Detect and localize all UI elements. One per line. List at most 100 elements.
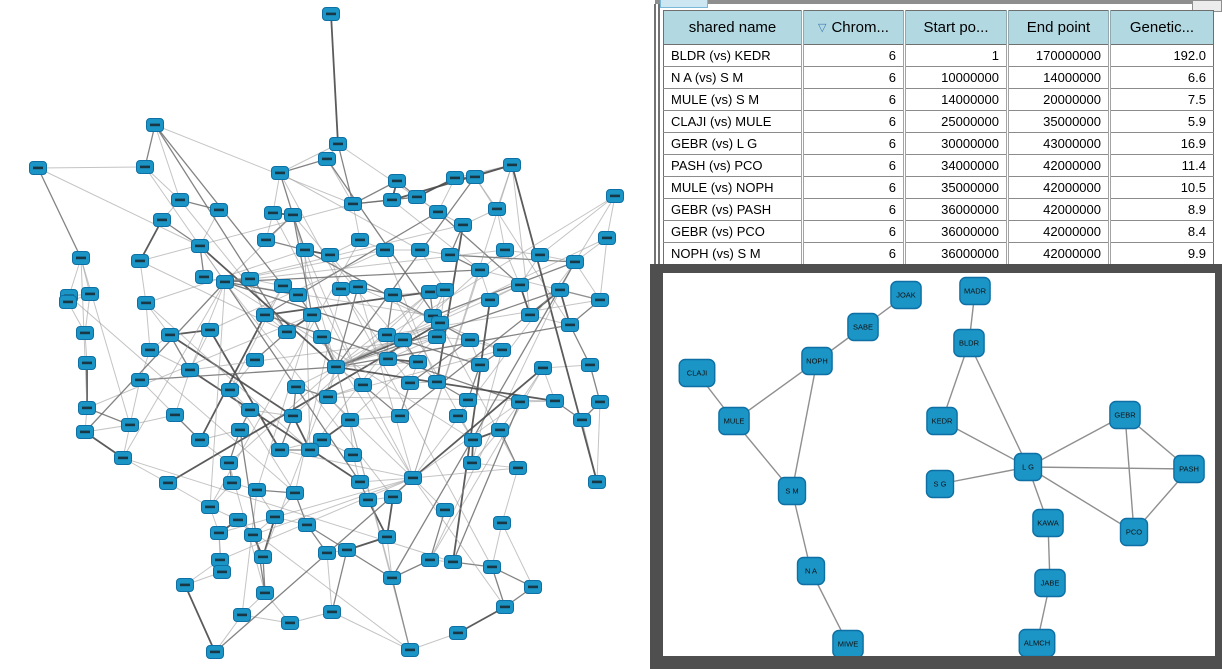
- graph-node[interactable]: [341, 413, 359, 427]
- node-shape[interactable]: [1013, 452, 1043, 482]
- cell-value[interactable]: 43000000: [1007, 132, 1111, 155]
- graph-node[interactable]: [431, 316, 449, 330]
- graph-node[interactable]: [72, 251, 90, 265]
- cell-value[interactable]: 42000000: [1007, 242, 1111, 265]
- graph-node[interactable]: [254, 550, 272, 564]
- graph-node[interactable]: [329, 137, 347, 151]
- graph-edge-lg-sg[interactable]: [939, 466, 1029, 485]
- graph-node-claji[interactable]: CLAJI: [678, 358, 716, 388]
- graph-node[interactable]: [76, 425, 94, 439]
- graph-node[interactable]: [466, 170, 484, 184]
- node-shape[interactable]: [832, 629, 864, 659]
- cell-value[interactable]: 35000000: [904, 176, 1009, 199]
- graph-node[interactable]: [322, 7, 340, 21]
- graph-node[interactable]: [401, 643, 419, 657]
- graph-node[interactable]: [78, 356, 96, 370]
- table-row[interactable]: GEBR (vs) PCO 6 36000000 42000000 8.4: [663, 220, 1214, 243]
- graph-node-bldr[interactable]: BLDR: [953, 328, 985, 358]
- graph-node[interactable]: [195, 270, 213, 284]
- graph-node[interactable]: [384, 288, 402, 302]
- cell-value[interactable]: 6: [802, 154, 906, 177]
- graph-node[interactable]: [428, 330, 446, 344]
- column-header-genetic[interactable]: Genetic...: [1109, 10, 1214, 45]
- graph-node[interactable]: [318, 152, 336, 166]
- cell-value[interactable]: 36000000: [904, 242, 1009, 265]
- graph-node[interactable]: [471, 263, 489, 277]
- graph-node[interactable]: [598, 231, 616, 245]
- graph-node[interactable]: [496, 243, 514, 257]
- node-shape[interactable]: [890, 280, 922, 310]
- graph-node[interactable]: [211, 553, 229, 567]
- graph-node[interactable]: [511, 278, 529, 292]
- node-shape[interactable]: [1173, 454, 1205, 484]
- graph-node-kedr[interactable]: KEDR: [926, 406, 958, 436]
- graph-edge-lg-pco[interactable]: [1027, 466, 1135, 533]
- graph-node[interactable]: [401, 376, 419, 390]
- cell-value[interactable]: 14000000: [1007, 66, 1111, 89]
- graph-node[interactable]: [349, 280, 367, 294]
- graph-node[interactable]: [429, 205, 447, 219]
- graph-node[interactable]: [509, 461, 527, 475]
- node-shape[interactable]: [925, 469, 955, 499]
- graph-node[interactable]: [248, 483, 266, 497]
- graph-node[interactable]: [591, 395, 609, 409]
- column-header-chrom[interactable]: ▽ Chrom...: [802, 10, 906, 45]
- graph-node[interactable]: [503, 158, 521, 172]
- graph-node[interactable]: [436, 503, 454, 517]
- graph-node[interactable]: [383, 571, 401, 585]
- cell-value[interactable]: 16.9: [1109, 132, 1214, 155]
- node-shape[interactable]: [959, 276, 991, 306]
- graph-node[interactable]: [264, 206, 282, 220]
- graph-node[interactable]: [313, 330, 331, 344]
- graph-node-jabe[interactable]: JABE: [1034, 568, 1066, 598]
- graph-node[interactable]: [521, 308, 539, 322]
- graph-node[interactable]: [298, 518, 316, 532]
- graph-node[interactable]: [176, 578, 194, 592]
- node-shape[interactable]: [718, 406, 750, 436]
- graph-node[interactable]: [327, 360, 345, 374]
- graph-node[interactable]: [136, 160, 154, 174]
- table-row[interactable]: GEBR (vs) L G 6 30000000 43000000 16.9: [663, 132, 1214, 155]
- graph-node[interactable]: [223, 476, 241, 490]
- cell-value[interactable]: 42000000: [1007, 176, 1111, 199]
- node-shape[interactable]: [678, 358, 716, 388]
- graph-node[interactable]: [471, 358, 489, 372]
- cell-value[interactable]: 7.5: [1109, 88, 1214, 111]
- graph-node-pash[interactable]: PASH: [1173, 454, 1205, 484]
- graph-node[interactable]: [408, 190, 426, 204]
- graph-node[interactable]: [441, 248, 459, 262]
- graph-node[interactable]: [481, 293, 499, 307]
- graph-node[interactable]: [216, 275, 234, 289]
- graph-node[interactable]: [531, 248, 549, 262]
- graph-node[interactable]: [411, 243, 429, 257]
- graph-node[interactable]: [376, 243, 394, 257]
- graph-node[interactable]: [391, 409, 409, 423]
- graph-node-almch[interactable]: ALMCH: [1018, 628, 1056, 658]
- node-shape[interactable]: [926, 406, 958, 436]
- cell-value[interactable]: 170000000: [1007, 44, 1111, 67]
- graph-node[interactable]: [493, 343, 511, 357]
- cell-value[interactable]: 14000000: [904, 88, 1009, 111]
- graph-node[interactable]: [449, 626, 467, 640]
- cell-value[interactable]: 6: [802, 132, 906, 155]
- graph-node[interactable]: [351, 475, 369, 489]
- cell-value[interactable]: 42000000: [1007, 154, 1111, 177]
- graph-node[interactable]: [332, 282, 350, 296]
- graph-node[interactable]: [351, 233, 369, 247]
- graph-node[interactable]: [271, 443, 289, 457]
- graph-node[interactable]: [551, 283, 569, 297]
- graph-node-gebr[interactable]: GEBR: [1109, 400, 1141, 430]
- cell-value[interactable]: 5.9: [1109, 110, 1214, 133]
- graph-node[interactable]: [201, 323, 219, 337]
- table-row[interactable]: PASH (vs) PCO 6 34000000 42000000 11.4: [663, 154, 1214, 177]
- graph-node[interactable]: [281, 616, 299, 630]
- graph-node[interactable]: [76, 326, 94, 340]
- graph-edge-lg-gebr[interactable]: [1027, 414, 1126, 468]
- graph-node[interactable]: [449, 409, 467, 423]
- graph-node[interactable]: [210, 203, 228, 217]
- graph-node[interactable]: [153, 213, 171, 227]
- graph-node[interactable]: [573, 413, 591, 427]
- graph-node[interactable]: [159, 476, 177, 490]
- cell-value[interactable]: 6: [802, 88, 906, 111]
- cell-value[interactable]: 36000000: [904, 220, 1009, 243]
